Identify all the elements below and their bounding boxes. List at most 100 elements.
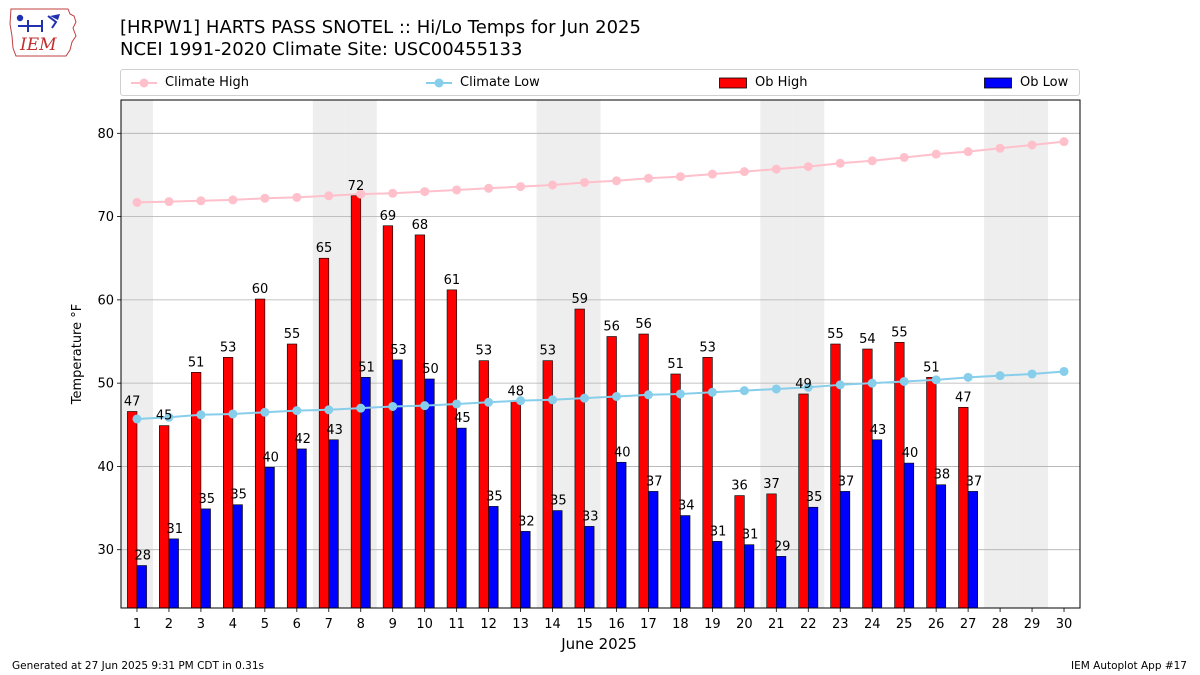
climate-high-point	[931, 149, 941, 159]
climate-low-point	[995, 371, 1005, 381]
ob-low-label: 28	[135, 549, 152, 564]
climate-low-point	[548, 395, 558, 405]
climate-high-point	[484, 183, 494, 193]
ob-low-bar	[392, 359, 403, 609]
ob-high-label: 47	[955, 390, 972, 405]
climate-low-point	[260, 407, 270, 417]
ob-high-bar	[638, 333, 649, 609]
climate-low-point	[1059, 366, 1069, 376]
climate-low-point	[580, 393, 590, 403]
climate-low-point	[420, 401, 430, 411]
ob-high-label: 49	[795, 377, 812, 392]
ob-low-label: 35	[550, 494, 567, 509]
x-tick-label: 25	[896, 617, 913, 632]
x-tick-label: 7	[325, 617, 333, 632]
x-tick-label: 12	[480, 617, 497, 632]
x-tick-label: 17	[640, 617, 657, 632]
ob-low-bar	[200, 508, 211, 609]
climate-low-point	[899, 376, 909, 386]
ob-low-bar	[648, 491, 659, 609]
x-tick-label: 21	[768, 617, 785, 632]
ob-high-bar	[286, 343, 298, 609]
x-tick-label: 3	[197, 617, 205, 632]
climate-high-point	[675, 172, 685, 182]
ob-high-label: 56	[603, 320, 620, 335]
ob-low-bar	[488, 506, 499, 609]
climate-low-point	[452, 399, 462, 409]
ob-low-bar	[232, 504, 243, 609]
ob-low-bar	[424, 378, 435, 609]
climate-low-line	[136, 370, 1065, 420]
ob-high-label: 53	[220, 340, 237, 355]
x-tick-label: 2	[165, 617, 173, 632]
ob-high-bar	[127, 411, 138, 609]
cloud-icon	[16, 14, 24, 22]
ob-high-bar	[382, 225, 394, 609]
ob-high-bar	[670, 373, 681, 609]
ob-high-label: 72	[348, 179, 365, 194]
legend-patch-blue	[984, 77, 1012, 88]
climate-low-point	[164, 412, 174, 422]
ob-low-label: 31	[166, 522, 183, 537]
ob-high-label: 59	[571, 292, 588, 307]
x-tick-label: 14	[544, 617, 561, 632]
climate-high-point	[132, 197, 142, 207]
y-tick-label: 50	[97, 377, 114, 392]
ob-low-bar	[744, 544, 755, 609]
climate-high-point	[516, 182, 526, 192]
climate-low-point	[292, 406, 302, 416]
x-tick-label: 19	[704, 617, 721, 632]
ob-high-label: 53	[539, 344, 556, 359]
ob-high-label: 51	[188, 355, 205, 370]
ob-high-label: 60	[252, 282, 269, 297]
x-tick-label: 10	[416, 617, 433, 632]
ob-high-label: 51	[667, 357, 684, 372]
climate-low-point	[611, 391, 621, 401]
ob-high-label: 45	[156, 409, 173, 424]
ob-high-bar	[862, 348, 873, 609]
x-tick-label: 22	[800, 617, 817, 632]
ob-low-label: 45	[454, 411, 471, 426]
ob-low-bar	[680, 515, 691, 609]
ob-low-label: 38	[934, 468, 951, 483]
ob-low-label: 34	[678, 499, 695, 514]
ob-low-bar	[935, 484, 947, 609]
x-tick-label: 13	[512, 617, 529, 632]
ob-low-bar	[296, 448, 307, 609]
ob-low-label: 31	[742, 528, 759, 543]
ob-low-label: 35	[806, 490, 823, 505]
x-tick-label: 18	[672, 617, 689, 632]
legend-item-ob-low: Ob Low	[984, 70, 1068, 95]
legend-item-climate-high: Climate High	[131, 70, 249, 95]
ob-low-label: 32	[518, 514, 535, 529]
chart-subtitle: NCEI 1991-2020 Climate Site: USC00455133	[120, 39, 523, 60]
ob-low-label: 35	[486, 489, 503, 504]
legend-line-marker-skyblue	[426, 78, 452, 87]
y-tick-label: 30	[97, 543, 114, 558]
y-tick-label: 40	[97, 460, 114, 475]
ob-low-bar	[967, 491, 979, 609]
climate-low-point	[931, 375, 941, 385]
y-tick-label: 80	[97, 127, 114, 142]
ob-low-bar	[776, 556, 787, 609]
x-tick-label: 23	[832, 617, 849, 632]
x-tick-label: 26	[928, 617, 945, 632]
footer-generated-text: Generated at 27 Jun 2025 9:31 PM CDT in …	[12, 660, 265, 672]
x-tick-label: 24	[864, 617, 881, 632]
climate-low-point	[867, 378, 877, 388]
ob-high-label: 55	[284, 327, 301, 342]
x-tick-label: 6	[293, 617, 301, 632]
ob-low-label: 53	[390, 343, 407, 358]
climate-high-point	[324, 191, 334, 201]
ob-high-label: 53	[699, 340, 716, 355]
ob-low-bar	[520, 531, 531, 609]
climate-high-point	[707, 169, 717, 179]
x-tick-label: 27	[960, 617, 977, 632]
climate-high-point	[643, 173, 653, 183]
ob-low-bar	[264, 466, 275, 609]
ob-low-bar	[807, 506, 819, 609]
weekend-shade-band	[1016, 100, 1049, 608]
ob-low-label: 40	[262, 450, 279, 465]
footer-app-text: IEM Autoplot App #17	[1071, 660, 1187, 672]
climate-high-point	[452, 185, 462, 195]
